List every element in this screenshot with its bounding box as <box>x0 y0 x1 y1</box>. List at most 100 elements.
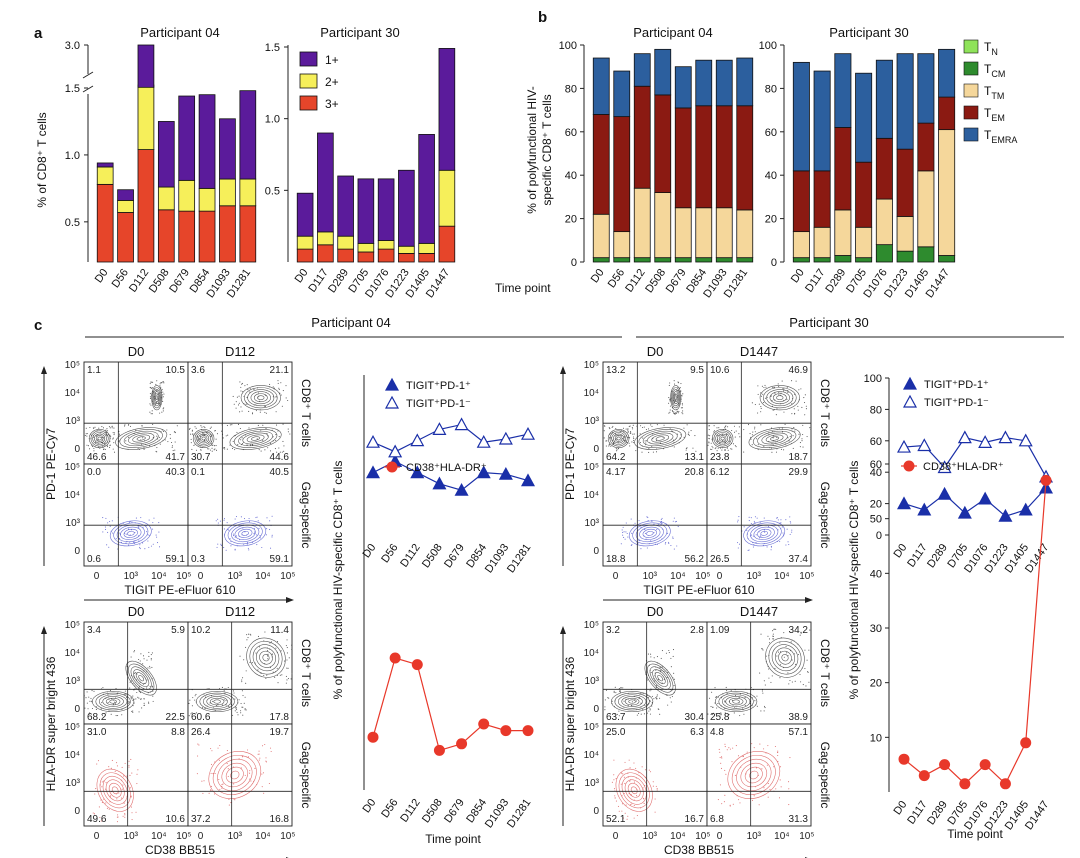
c-p30-tigit-r0-c0-contour1-ring <box>647 432 674 445</box>
c-p04-cd38-r0-c0-cloud1-dot <box>132 695 134 697</box>
c-p04-tigit-r0-c1-cloud1-dot <box>277 430 279 432</box>
c-p30-tigit-r0-c0-contour0-ring <box>607 429 630 448</box>
c-p30-cd38-r0-c0-cloud1-dot <box>667 704 669 706</box>
c-p04-cd38-xtick: 0 <box>94 831 100 842</box>
c-p30-cd38-xtick: 10⁵ <box>799 831 814 842</box>
c-p04-cd38-r0-c1-cloud1-dot <box>286 667 288 669</box>
c-p04-tigit-r0-c0-cloud1-dot <box>171 445 173 447</box>
c-p04-col-D0: D0 <box>128 344 145 359</box>
c-p04-cd38-r0-c1-cloud0-dot <box>223 699 225 701</box>
c-p30-tigit-r0-c1-cloud0-dot <box>707 434 709 436</box>
c-p04-tigit-r1-c1-cloud0-dot <box>266 517 268 519</box>
c-p30-tigit-r0-c0-cloud1-dot <box>663 424 665 426</box>
c-p04-tigit-r0-c1-cloud2-dot <box>287 399 289 402</box>
c-p04-tigit-r0-c1-cloud1-dot <box>276 451 278 453</box>
c-p30-cd38-r0-c1-cloud1-dot <box>772 638 774 640</box>
c-p30-tigit-r0-c1-cloud1-dot <box>802 424 804 426</box>
c-p04-tigit-r0-c1-cloud1-dot <box>267 447 269 449</box>
c-p30-tigit-r0-c1-cloud1-dot <box>783 449 785 451</box>
a-p04-xtick-D0: D0 <box>93 267 111 285</box>
c-p30-tigit-r0-c0-cloud0-dot <box>616 449 618 451</box>
c-p04-tigit-r1-c0-cloud0-dot <box>132 541 135 543</box>
c-p30-tigit-r1-c1-cloud0-dot <box>789 533 791 535</box>
c-p04-cd38-r1-c0-contour0-ring <box>96 768 134 812</box>
c-p30-tigit-r1-c0-cloud0-dot <box>676 545 678 547</box>
b-legend-swatch-EM <box>963 105 979 120</box>
c-p30-cd38-r0-c1-cloud0-dot <box>728 714 730 716</box>
c-p30-cd38-r1-c1-cloud0-dot <box>763 748 765 750</box>
c-p04-cd38-r1-c0-cloud0-dot <box>122 784 124 786</box>
c-p04-tigit-r0-c1-cloud1-dot <box>231 447 234 450</box>
c-p04-cd38-r1-c0-cloud0-dot <box>124 816 126 818</box>
b-legend-label-EMRA: TEMRA <box>984 128 1017 145</box>
c-p04-tigit-r0-c0-cloud1-dot <box>110 435 112 437</box>
c-p04-tigit-r0-c0-cloud0-dot <box>88 448 91 450</box>
c-p30-tigit-r1-c1-cloud0-dot <box>738 543 741 545</box>
c-p30-cd38-r1-c1-cloud0-dot <box>719 784 721 786</box>
c-p30-cd38-r1-c1-cloud0-dot <box>718 748 720 751</box>
c-p04-tigit-r1-c1-cloud0-dot <box>255 517 257 519</box>
c-p30-cd38-r0-c0-cloud1-dot <box>670 701 672 703</box>
c-p30-tigit-r1-c1-cloud0-dot <box>763 517 765 519</box>
c-p30-tigit-r0-c0-cloud1-dot <box>655 451 658 453</box>
c-p30-tigit-r1-c1-cloud0-dot <box>751 534 753 536</box>
c-p30-cd38-r0-c0-cloud1-dot <box>654 680 656 682</box>
c-p30-tigit-r0-c1-cloud2-dot <box>794 413 796 415</box>
c-p04-tigit-r0-c1-cloud1-dot <box>249 444 251 446</box>
c-p04-tigit-ytick: 0 <box>74 444 80 455</box>
c-p30-cd38-r1-c0-cloud0-dot <box>614 795 616 797</box>
c-p30-tigit-r0-c0-cloud0-dot <box>615 427 617 430</box>
c-p30-tigit-r1-c1: 6.12 29.926.5 37.4 <box>706 463 812 567</box>
c-p04-tigit-r1-c0-cloud0-dot <box>125 542 127 544</box>
b-legend-label-TM: TTM <box>984 84 1004 101</box>
c-p30-cd38-r1-c1-cloud0-dot <box>778 797 781 799</box>
c-p04-tigit-r0-c0-cloud0-dot <box>85 433 87 435</box>
b-p04-title: Participant 04 <box>633 25 713 40</box>
c-p04-tigit-r1-c0-cloud0-dot <box>152 522 154 524</box>
c-p04-tigit-r0-c0-cloud2-dot <box>159 385 161 387</box>
c-p04-tigit-r0-c1-cloud2-dot <box>249 388 251 390</box>
c-p04-tigit-y-axis-label: PD-1 PE-Cy7 <box>44 428 58 500</box>
c-p30-cd38-r1-c1-cloud0-dot <box>767 782 769 785</box>
c-p04-tigit-r0-c0-cloud0-dot <box>101 436 103 438</box>
c-p30-tigit-r0-c1-cloud1-dot <box>802 434 804 436</box>
c-p04-cd38-r0-c0-cloud0-dot <box>84 707 86 709</box>
c-p04-tigit-r1-c0-q-ur: 40.3 <box>166 467 186 478</box>
c-p04-cd38-r0-c1-cloud1-dot <box>264 631 266 633</box>
c-p04-tigit-r0-c0-cloud0-dot <box>101 426 103 428</box>
c-p30-tigit-ytick: 10⁵ <box>584 462 599 473</box>
c-p30-tigit-point-0-D0 <box>896 496 912 510</box>
c-p04-tigit-r0-c0-cloud1-dot <box>107 430 109 432</box>
c-p30-tigit-r1-c1-cloud0-dot <box>780 522 782 524</box>
c-p30-cd38-r1-c1-cloud0-dot <box>788 781 790 783</box>
b-p30-bar-TEMRA-D117 <box>813 70 831 172</box>
c-p04-tigit-r0-c0-contour1-ring <box>132 434 151 443</box>
c-p04-tigit-r1-c0-contour0-ring <box>120 526 142 540</box>
c-p04-tigit-r0-c1-cloud1-dot <box>279 451 281 453</box>
c-p04-tigit-r1-c1-cloud0-dot <box>265 534 267 536</box>
a-p30-bar-1+-D1405 <box>418 134 435 244</box>
c-p04-tigit-r0-c1-cloud0-dot <box>193 444 195 447</box>
c-p04-cd38-r0-c0-cloud0-dot <box>126 696 128 699</box>
c-p04-tigit-point-0-D508 <box>432 476 447 490</box>
c-p30-cd38-r0-c1-cloud0-dot <box>764 707 766 709</box>
c-p30-tigit-ytick: 10⁵ <box>584 360 599 371</box>
c-p04-cd38-r1-c1-cloud0-dot <box>261 786 263 788</box>
c-p04-tigit-r1-c0-cloud0-dot <box>102 517 104 519</box>
c-p04-cd38-r0-c0-cloud0-dot <box>86 691 88 693</box>
c-p04-tigit-r0-c0-cloud1-dot <box>141 425 143 427</box>
c-p04-cd38-r0-c1-cloud1-dot <box>285 682 287 684</box>
c-p30-tigit-r1-c1-cloud0-dot <box>737 519 739 521</box>
c-p04-tigit-r1-c1-cloud0-dot <box>271 515 273 517</box>
c-p04-cd38-r0-c1-cloud1-dot <box>271 653 273 655</box>
c-p30-tigit-r0-c1-cloud2-dot <box>787 391 789 394</box>
c-p04-cd38-r1-c0-cloud0-dot <box>108 808 110 810</box>
c-p04-tigit-r0-c0-cloud2-dot <box>149 382 151 385</box>
c-p30-cd38-r0-c1-cloud1-dot <box>799 634 801 636</box>
c-p30-tigit-r0-c0-cloud1-dot <box>645 440 648 442</box>
c-p04-cd38-r0-c1-cloud1-dot <box>291 673 293 675</box>
c-p04-tigit-r1-c0-cloud0-dot <box>144 548 146 550</box>
c-p04-tigit-r0-c0-contour1-ring <box>136 436 146 441</box>
c-p30-tigit-r0-c1-cloud0-dot <box>707 444 709 446</box>
c-p30-cd38-r0-c1-cloud0-dot <box>726 690 728 692</box>
